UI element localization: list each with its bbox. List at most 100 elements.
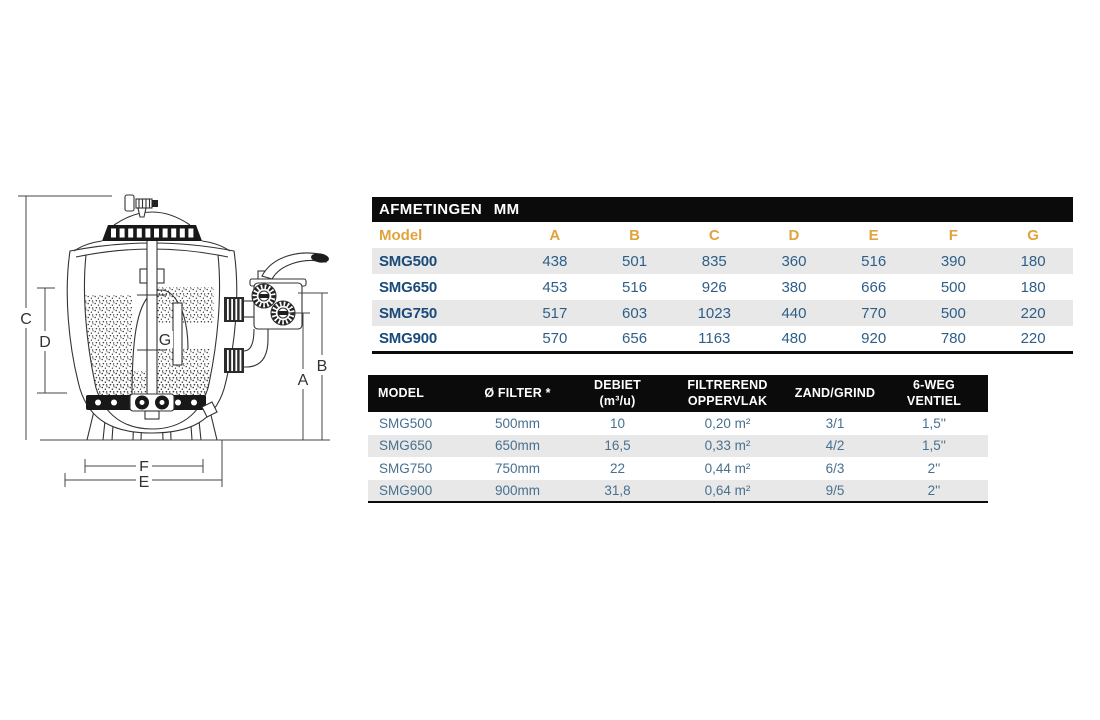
afmetingen-table-body: SMG500 438 501 835 360 516 390 180 SMG650 453 516 9… <box>372 248 1073 352</box>
spec-value: 9/5 <box>825 482 845 498</box>
dimension-value: 666 <box>861 278 887 296</box>
specs-table: MODEL Ø FILTER * DEBIET (m³/u) FILTREREND O… <box>368 375 988 503</box>
spec-value: 0,33 m² <box>704 438 751 454</box>
dimension-value: 517 <box>542 304 568 322</box>
afmetingen-row-smg900: SMG900 570 656 1163 480 920 780 220 <box>372 326 1073 352</box>
dimension-value: 220 <box>1020 304 1046 322</box>
spec-value: 900mm <box>494 482 540 498</box>
spec-value: 4/2 <box>825 438 845 454</box>
afmetingen-col-header-g: G <box>1027 226 1039 244</box>
specs-row-smg750: SMG750 750mm 22 0,44 m² 6/3 2'' <box>368 457 988 480</box>
dimension-value: 780 <box>940 329 966 347</box>
multiport-valve <box>224 252 329 373</box>
filter-diagram-svg: G <box>18 194 330 491</box>
model-name: SMG650 <box>379 278 437 296</box>
afmetingen-data-table: Model A B C D E F G SMG500 438 501 835 360 516 390 18… <box>372 222 1073 354</box>
afmetingen-model-column-header: Model <box>379 226 423 244</box>
specs-col-header-1: Ø FILTER * <box>465 375 570 412</box>
afmetingen-col-header-d: D <box>788 226 800 244</box>
dimension-value: 1163 <box>698 329 731 347</box>
afmetingen-table: AFMETINGEN MM Model A B C D E F G SMG500 438 501… <box>372 197 1073 354</box>
spec-value: 10 <box>609 415 626 431</box>
dim-label-b: B <box>317 358 328 375</box>
model-name: SMG500 <box>379 252 437 270</box>
specs-col-header-3: FILTREREND OPPERVLAK <box>665 375 790 412</box>
afmetingen-col-header-f: F <box>948 226 958 244</box>
spec-value: 3/1 <box>825 415 845 431</box>
dimension-value: 501 <box>622 252 648 270</box>
spec-value: 22 <box>609 460 626 476</box>
dimension-value: 603 <box>622 304 648 322</box>
dimension-value: 926 <box>701 278 727 296</box>
dimension-value: 480 <box>781 329 807 347</box>
specs-col-header-2: DEBIET (m³/u) <box>570 375 665 412</box>
spec-value: 1,5'' <box>922 415 946 431</box>
dimension-value: 656 <box>622 329 648 347</box>
dimension-value: 380 <box>781 278 807 296</box>
dimension-value: 570 <box>542 329 568 347</box>
afmetingen-col-header-e: E <box>868 226 879 244</box>
sand-media <box>84 287 214 399</box>
dimension-value: 453 <box>542 278 568 296</box>
spec-value: 1,5'' <box>922 438 946 454</box>
afmetingen-header-row: Model A B C D E F G <box>372 222 1073 248</box>
spec-value: 2'' <box>927 482 941 498</box>
dimension-value: 500 <box>940 304 966 322</box>
afmetingen-col-header-c: C <box>708 226 720 244</box>
model-name: SMG750 <box>379 460 433 476</box>
afmetingen-row-smg650: SMG650 453 516 926 380 666 500 180 <box>372 274 1073 300</box>
model-name: SMG900 <box>379 482 433 498</box>
dim-label-e: E <box>139 474 150 491</box>
spec-value: 6/3 <box>825 460 845 476</box>
valve-port-top <box>251 283 277 309</box>
dimension-value: 770 <box>861 304 887 322</box>
model-name: SMG750 <box>379 304 437 322</box>
spec-value: 750mm <box>494 460 540 476</box>
dim-label-a: A <box>298 372 309 389</box>
specs-col-header-5: 6-WEG VENTIEL <box>880 375 988 412</box>
dimension-value: 440 <box>781 304 807 322</box>
spec-value: 0,64 m² <box>704 482 751 498</box>
dim-label-d: D <box>39 334 51 351</box>
drain-fitting <box>201 401 218 418</box>
afmetingen-col-header-b: B <box>629 226 640 244</box>
afmetingen-col-header-a: A <box>549 226 561 244</box>
sight-tube <box>172 302 183 366</box>
model-name: SMG650 <box>379 438 433 454</box>
dim-label-f: F <box>139 459 149 476</box>
dim-e: E <box>64 440 223 491</box>
lid-clamp-ring <box>73 211 231 252</box>
dimension-value: 516 <box>622 278 648 296</box>
spec-value: 2'' <box>927 460 941 476</box>
specs-col-header-4: ZAND/GRIND <box>790 375 880 412</box>
dim-label-c: C <box>20 311 32 328</box>
dim-a: A <box>288 312 311 440</box>
specs-row-smg500: SMG500 500mm 10 0,20 m² 3/1 1,5'' <box>368 412 988 435</box>
model-name: SMG500 <box>379 415 433 431</box>
dimension-value: 1023 <box>697 304 731 322</box>
specs-col-header-0: MODEL <box>368 375 465 412</box>
dim-f: F <box>84 456 204 476</box>
valve-handle <box>257 252 329 281</box>
spec-value: 31,8 <box>604 482 631 498</box>
dim-c: C <box>18 195 112 440</box>
afmetingen-row-smg500: SMG500 438 501 835 360 516 390 180 <box>372 248 1073 274</box>
specs-row-smg650: SMG650 650mm 16,5 0,33 m² 4/2 1,5'' <box>368 434 988 457</box>
spec-value: 16,5 <box>604 438 631 454</box>
afmetingen-table-title: AFMETINGEN MM <box>372 197 1073 222</box>
dim-d: D <box>37 287 67 394</box>
spec-value: 500mm <box>494 415 540 431</box>
dimension-value: 180 <box>1020 252 1046 270</box>
dimension-value: 835 <box>701 252 727 270</box>
dimension-value: 438 <box>542 252 568 270</box>
spec-value: 0,44 m² <box>704 460 751 476</box>
specs-data-table: MODEL Ø FILTER * DEBIET (m³/u) FILTREREND O… <box>368 375 988 503</box>
specs-row-smg900: SMG900 900mm 31,8 0,64 m² 9/5 2'' <box>368 479 988 502</box>
spec-value: 650mm <box>494 438 540 454</box>
model-name: SMG900 <box>379 329 437 347</box>
dimension-value: 360 <box>781 252 807 270</box>
filter-cross-section-diagram: G <box>10 183 350 493</box>
spec-value: 0,20 m² <box>704 415 751 431</box>
air-vent <box>124 194 158 218</box>
